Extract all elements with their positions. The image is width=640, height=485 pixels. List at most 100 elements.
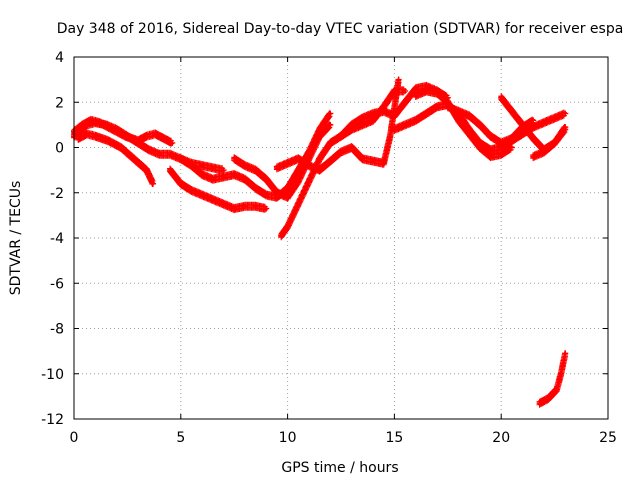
data-point xyxy=(143,167,150,174)
data-point xyxy=(252,185,259,192)
data-point xyxy=(412,92,419,99)
data-point xyxy=(391,112,398,119)
data-point xyxy=(348,144,355,151)
data-point xyxy=(380,108,387,115)
y-tick-label: -6 xyxy=(50,276,64,292)
data-point xyxy=(273,189,280,196)
data-point xyxy=(466,112,473,119)
chart-title: Day 348 of 2016, Sidereal Day-to-day VTE… xyxy=(57,21,624,37)
data-point xyxy=(263,176,270,183)
data-point xyxy=(241,203,248,210)
data-point xyxy=(370,117,377,124)
data-point xyxy=(231,155,238,162)
data-point xyxy=(412,117,419,124)
data-point xyxy=(519,121,526,128)
data-point xyxy=(199,192,206,199)
x-tick-label: 25 xyxy=(599,430,617,446)
data-point xyxy=(220,167,227,174)
data-point xyxy=(327,139,334,146)
data-point xyxy=(263,192,270,199)
data-point xyxy=(412,85,419,92)
data-point xyxy=(241,176,248,183)
data-point xyxy=(402,99,409,106)
data-point xyxy=(284,194,291,201)
data-point xyxy=(177,180,184,187)
data-point xyxy=(558,370,565,377)
data-point xyxy=(402,87,409,94)
data-point xyxy=(423,87,430,94)
x-tick-label: 5 xyxy=(176,430,185,446)
data-point xyxy=(295,155,302,162)
data-point xyxy=(476,144,483,151)
series-track-8 xyxy=(273,76,402,175)
data-point xyxy=(105,137,112,144)
x-axis-label: GPS time / hours xyxy=(281,460,398,476)
data-point xyxy=(530,135,537,142)
data-point xyxy=(380,160,387,167)
data-point xyxy=(391,126,398,133)
data-point xyxy=(83,130,90,137)
data-point xyxy=(370,158,377,165)
data-point xyxy=(359,115,366,122)
data-point xyxy=(553,386,560,393)
data-point xyxy=(327,121,334,128)
data-point xyxy=(498,94,505,101)
x-tick-label: 10 xyxy=(279,430,297,446)
data-point xyxy=(387,133,394,140)
data-point xyxy=(109,126,116,133)
data-point xyxy=(278,232,285,239)
data-point xyxy=(122,133,129,140)
data-point xyxy=(551,115,558,122)
series-track-15 xyxy=(536,350,569,408)
series-track-4 xyxy=(167,165,270,214)
axis-ticks: 0 5 10 15 20 25 -12 -10 -8 -6 -4 -2 0 2 4 xyxy=(41,50,617,446)
data-point xyxy=(209,176,216,183)
data-point xyxy=(508,108,515,115)
data-point xyxy=(455,108,462,115)
data-point xyxy=(295,201,302,208)
data-point xyxy=(530,153,537,160)
data-point xyxy=(295,178,302,185)
data-point xyxy=(145,146,152,153)
data-point xyxy=(551,139,558,146)
data-point xyxy=(167,167,174,174)
y-tick-label: -4 xyxy=(50,231,64,247)
data-marker-band xyxy=(273,76,402,175)
data-point xyxy=(455,117,462,124)
y-tick-label: 4 xyxy=(55,50,64,66)
y-tick-label: 2 xyxy=(55,95,64,111)
data-point xyxy=(359,155,366,162)
data-point xyxy=(177,155,184,162)
data-point xyxy=(562,110,569,117)
data-point xyxy=(530,117,537,124)
series-track-6 xyxy=(231,121,334,202)
data-point xyxy=(540,119,547,126)
data-point xyxy=(284,160,291,167)
data-point xyxy=(370,110,377,117)
data-point xyxy=(498,139,505,146)
data-point xyxy=(545,395,552,402)
data-point xyxy=(305,162,312,169)
data-point xyxy=(327,110,334,117)
data-point xyxy=(263,205,270,212)
data-point xyxy=(160,135,167,142)
data-point xyxy=(135,137,142,144)
data-point xyxy=(348,121,355,128)
data-point xyxy=(209,196,216,203)
data-point xyxy=(434,103,441,110)
data-point xyxy=(338,133,344,140)
data-point xyxy=(209,164,216,171)
data-point xyxy=(487,153,494,160)
data-points xyxy=(71,76,569,408)
data-point xyxy=(96,119,103,126)
data-point xyxy=(220,201,227,208)
series-track-3 xyxy=(75,129,157,187)
data-point xyxy=(273,164,280,171)
data-point xyxy=(536,400,543,407)
data-point xyxy=(444,103,451,110)
y-tick-label: -2 xyxy=(50,186,64,202)
data-point xyxy=(169,139,176,146)
data-point xyxy=(508,135,515,142)
